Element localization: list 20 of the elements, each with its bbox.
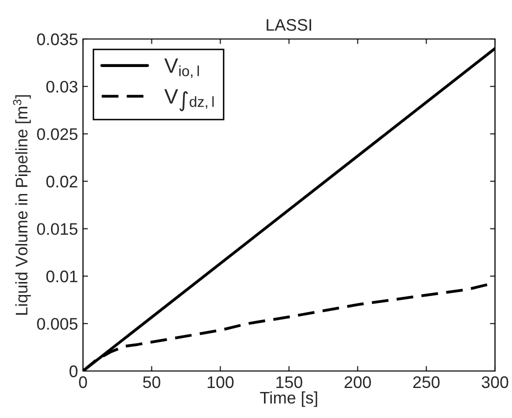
x-tick-label: 300 — [482, 376, 508, 388]
y-tick-label: 0.025 — [37, 128, 78, 140]
y-tick-label: 0.035 — [37, 33, 78, 46]
y-tick-label: 0.01 — [46, 270, 78, 282]
y-tick-label: 0.015 — [37, 223, 78, 235]
x-tick-label: 150 — [276, 376, 302, 388]
x-tick-label: 50 — [143, 376, 160, 388]
x-tick-label: 100 — [208, 376, 234, 388]
y-tick-label: 0 — [70, 365, 78, 378]
y-axis-title: Liquid Volume in Pipeline [m$^{3}$] — [13, 95, 31, 315]
legend-label: V$_{io,l}$ — [164, 58, 199, 78]
x-tick-label: 200 — [344, 376, 371, 388]
y-tick-label: 0.005 — [37, 318, 78, 330]
x-tick-label: 0 — [79, 376, 87, 388]
chart-title: LASSI — [266, 19, 312, 31]
x-tick-label: 250 — [413, 376, 440, 388]
x-axis-title: Time [s] — [260, 391, 318, 407]
y-tick-label: 0.02 — [46, 176, 78, 188]
y-tick-label: 0.03 — [46, 80, 78, 93]
legend-label: V$_{∫dz,l}$ — [164, 89, 214, 112]
